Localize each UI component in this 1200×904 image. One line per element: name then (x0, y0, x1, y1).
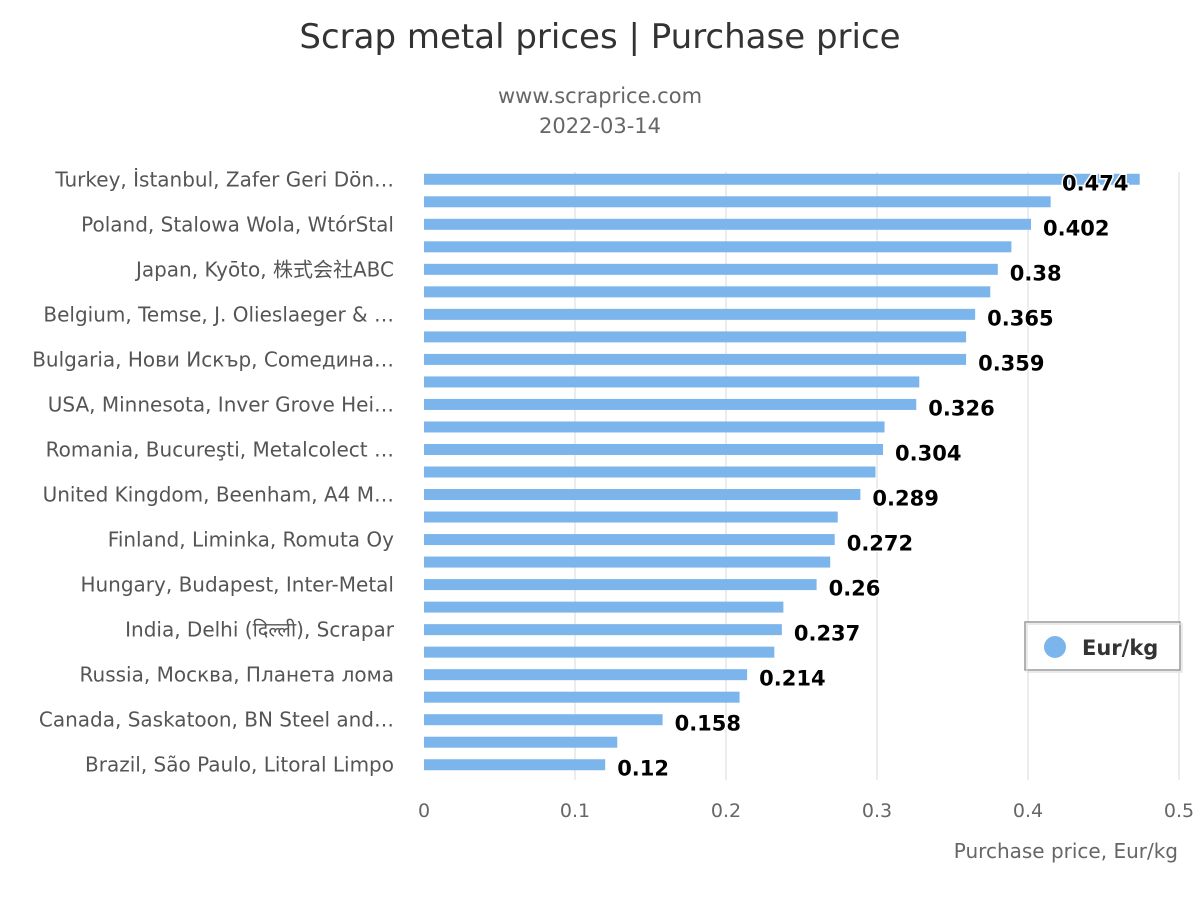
data-label: 0.289 (872, 487, 938, 511)
bars (424, 173, 1140, 771)
data-label: 0.365 (987, 306, 1053, 330)
category-label: Poland, Stalowa Wola, WtórStal (81, 212, 394, 236)
bar (424, 308, 976, 320)
bar (424, 398, 917, 410)
bar (424, 556, 831, 568)
x-tick-label: 0 (418, 800, 430, 822)
category-label: Belgium, Temse, J. Olieslaeger & … (43, 302, 394, 326)
category-label: Turkey, İstanbul, Zafer Geri Dön… (54, 167, 394, 191)
bar (424, 691, 740, 703)
x-axis-title: Purchase price, Eur/kg (954, 839, 1178, 863)
data-labels: 0.474 0.402 0.38 0.365 0.359 0.326 0.304 0.289 0… (616, 170, 1130, 782)
data-label: 0.304 (895, 441, 961, 465)
bar (424, 353, 967, 365)
bar (424, 534, 835, 546)
x-tick-label: 0.1 (560, 800, 590, 822)
legend-item-label: Eur/kg (1082, 636, 1158, 660)
legend[interactable]: Eur/kg (1024, 621, 1183, 673)
x-tick-label: 0.3 (862, 800, 892, 822)
category-label: India, Delhi (दिल्ली), Scrapar (125, 618, 395, 642)
data-label: 0.326 (928, 396, 994, 420)
chart-subtitle-1: www.scraprice.com (498, 84, 702, 108)
data-label: 0.214 (759, 667, 825, 691)
bar (424, 421, 885, 433)
bar (424, 511, 838, 523)
data-label: 0.26 (829, 577, 881, 601)
bar (424, 489, 861, 501)
bar (424, 241, 1012, 253)
bar (424, 601, 784, 613)
bar (424, 624, 782, 636)
x-tick-label: 0.2 (711, 800, 741, 822)
category-label: Russia, Москва, Планета лома (80, 663, 394, 687)
chart-subtitle-2: 2022-03-14 (539, 114, 661, 138)
x-tick-labels: 0 0.1 0.2 0.3 0.4 0.5 (418, 800, 1194, 822)
legend-marker-icon (1044, 636, 1066, 658)
category-label: Canada, Saskatoon, BN Steel and… (39, 708, 394, 732)
category-label: Brazil, São Paulo, Litoral Limpo (85, 753, 394, 777)
data-label: 0.237 (794, 622, 860, 646)
data-label: 0.402 (1043, 216, 1109, 240)
data-label: 0.12 (617, 757, 669, 781)
data-label: 0.158 (675, 712, 741, 736)
bar (424, 196, 1051, 208)
bar (424, 286, 991, 298)
data-label: 0.38 (1010, 261, 1062, 285)
bar (424, 331, 967, 343)
bar (424, 759, 606, 771)
data-label: 0.272 (847, 532, 913, 556)
category-label: United Kingdom, Beenham, A4 M… (43, 483, 394, 507)
bar (424, 714, 663, 726)
bar (424, 218, 1032, 230)
bar (424, 579, 817, 591)
bar (424, 376, 920, 388)
bar (424, 443, 884, 455)
category-label: Finland, Liminka, Romuta Oy (108, 528, 394, 552)
category-label: Hungary, Budapest, Inter-Metal (80, 573, 394, 597)
bar (424, 263, 998, 275)
category-label: USA, Minnesota, Inver Grove Hei… (48, 392, 394, 416)
x-tick-label: 0.4 (1013, 800, 1043, 822)
category-label: Romania, Bucureşti, Metalcolect … (46, 437, 394, 461)
bar (424, 736, 618, 748)
x-tick-label: 0.5 (1164, 800, 1194, 822)
data-label: 0.474 (1062, 171, 1128, 195)
category-label: Bulgaria, Нови Искър, Comeдина… (32, 347, 394, 371)
category-labels: Turkey, İstanbul, Zafer Geri Dön… Poland,… (32, 167, 395, 776)
chart-title: Scrap metal prices | Purchase price (299, 17, 900, 57)
data-label: 0.359 (978, 351, 1044, 375)
category-label: Japan, Kyōto, 株式会社ABC (134, 257, 394, 281)
bar (424, 173, 1140, 185)
bar (424, 646, 775, 658)
bar (424, 466, 876, 478)
bar (424, 669, 748, 681)
